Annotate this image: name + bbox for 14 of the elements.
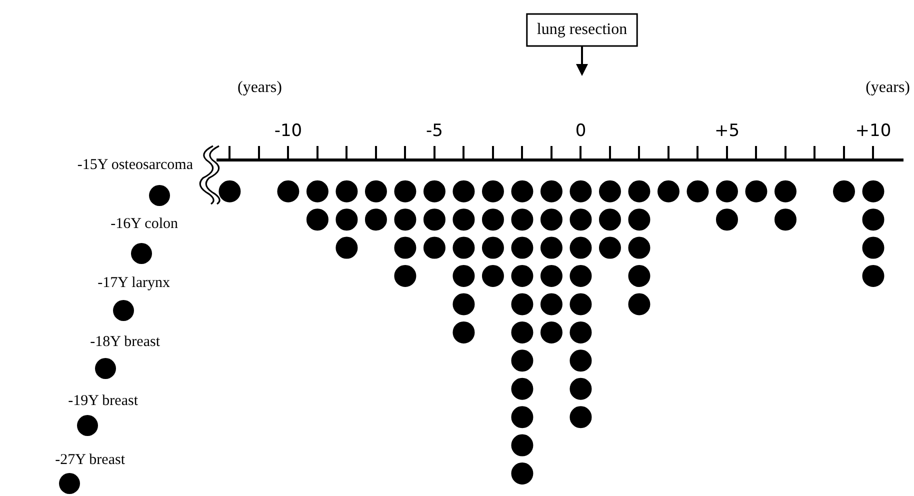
x-tick-label: 0 [575, 121, 586, 142]
text: lung resection [536, 21, 628, 38]
text: -18Y breast [90, 333, 160, 351]
x-tick-label: -5 [426, 121, 443, 142]
x-tick-label: -10 [274, 121, 302, 142]
text: -15Y osteosarcoma [77, 156, 193, 174]
text: (years) [866, 79, 910, 96]
text: -27Y breast [55, 451, 125, 469]
x-tick-label: +10 [855, 121, 892, 142]
text: -16Y colon [110, 215, 178, 233]
x-axis-title: (years) [237, 79, 282, 96]
text: -17Y larynx [98, 274, 170, 292]
x-tick-label: +5 [714, 121, 740, 142]
text: -19Y breast [68, 392, 138, 410]
